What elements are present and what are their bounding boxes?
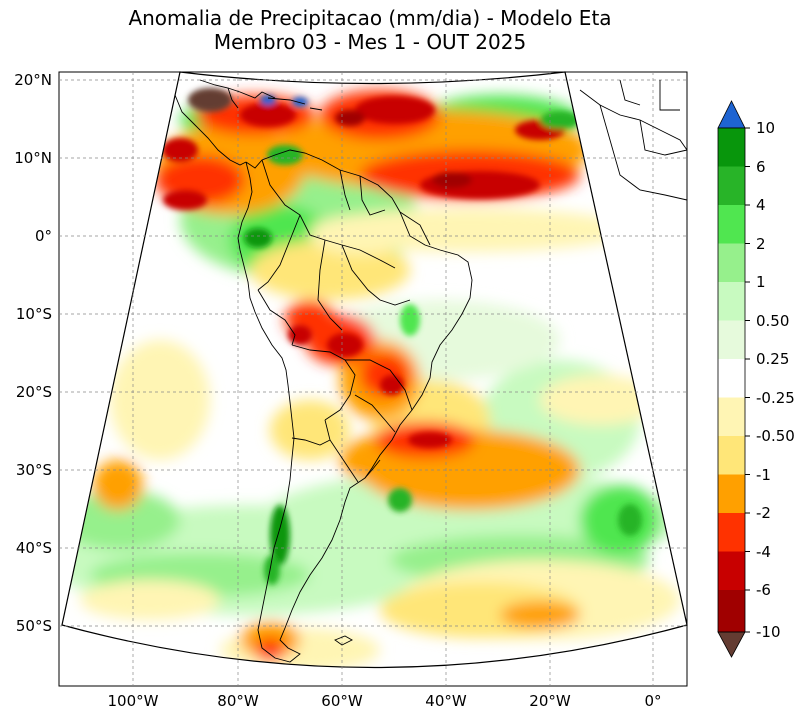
colorbar-label: -6: [756, 581, 771, 599]
colorbar-label: -4: [756, 542, 771, 561]
colorbar-label: -2: [756, 504, 771, 522]
colorbar-segment: [718, 128, 745, 167]
map-title-line-1: Anomalia de Precipitacao (mm/dia) - Mode…: [128, 6, 612, 30]
colorbar-underflow-triangle: [717, 631, 746, 658]
colorbar-overflow-triangle: [717, 100, 746, 129]
lon-label-40w: 40°W: [425, 692, 467, 710]
colorbar-label: 4: [756, 196, 766, 214]
colorbar-segment: [718, 359, 745, 398]
lat-label-equator: 0°: [34, 227, 52, 245]
lon-label-100w: 100°W: [107, 692, 159, 710]
coastlines: [174, 79, 688, 663]
lat-label-10n: 10°N: [14, 149, 52, 167]
lat-label-50s: 50°S: [15, 617, 52, 635]
colorbar-label: 2: [756, 234, 766, 253]
colorbar: [717, 100, 750, 658]
colorbar-segment: [718, 551, 745, 590]
colorbar-segment: [718, 243, 745, 282]
colorbar-label: -1: [756, 465, 771, 484]
colorbar-label: -0.50: [756, 427, 795, 445]
colorbar-label: 10: [756, 119, 776, 137]
colorbar-label: 1: [756, 273, 766, 291]
colorbar-label: 0.25: [756, 350, 790, 368]
colorbar-segment: [718, 205, 745, 244]
colorbar-segment: [718, 474, 745, 513]
lon-label-80w: 80°W: [217, 692, 259, 710]
domain-outline: [61, 71, 688, 669]
colorbar-label: -0.25: [756, 388, 795, 407]
lat-label-30s: 30°S: [15, 461, 52, 479]
anomaly-field: [62, 88, 680, 668]
colorbar-segment: [718, 282, 745, 321]
lat-label-20n: 20°N: [14, 71, 52, 89]
lat-label-40s: 40°S: [15, 539, 52, 557]
colorbar-segment: [718, 320, 745, 359]
colorbar-segment: [718, 436, 745, 475]
colorbar-label: 0.50: [756, 311, 790, 330]
colorbar-segment: [718, 513, 745, 552]
map-title-line-2: Membro 03 - Mes 1 - OUT 2025: [213, 30, 527, 54]
lat-label-20s: 20°S: [15, 383, 52, 401]
lon-label-20w: 20°W: [529, 692, 571, 710]
colorbar-label: 6: [756, 157, 766, 176]
graticule: [59, 72, 687, 686]
colorbar-segment: [718, 166, 745, 205]
lon-label-60w: 60°W: [321, 692, 363, 710]
colorbar-segment: [718, 590, 745, 632]
colorbar-segment: [718, 397, 745, 436]
lon-label-0: 0°: [644, 692, 662, 710]
colorbar-label: -10: [756, 623, 781, 641]
lat-label-10s: 10°S: [15, 305, 52, 323]
